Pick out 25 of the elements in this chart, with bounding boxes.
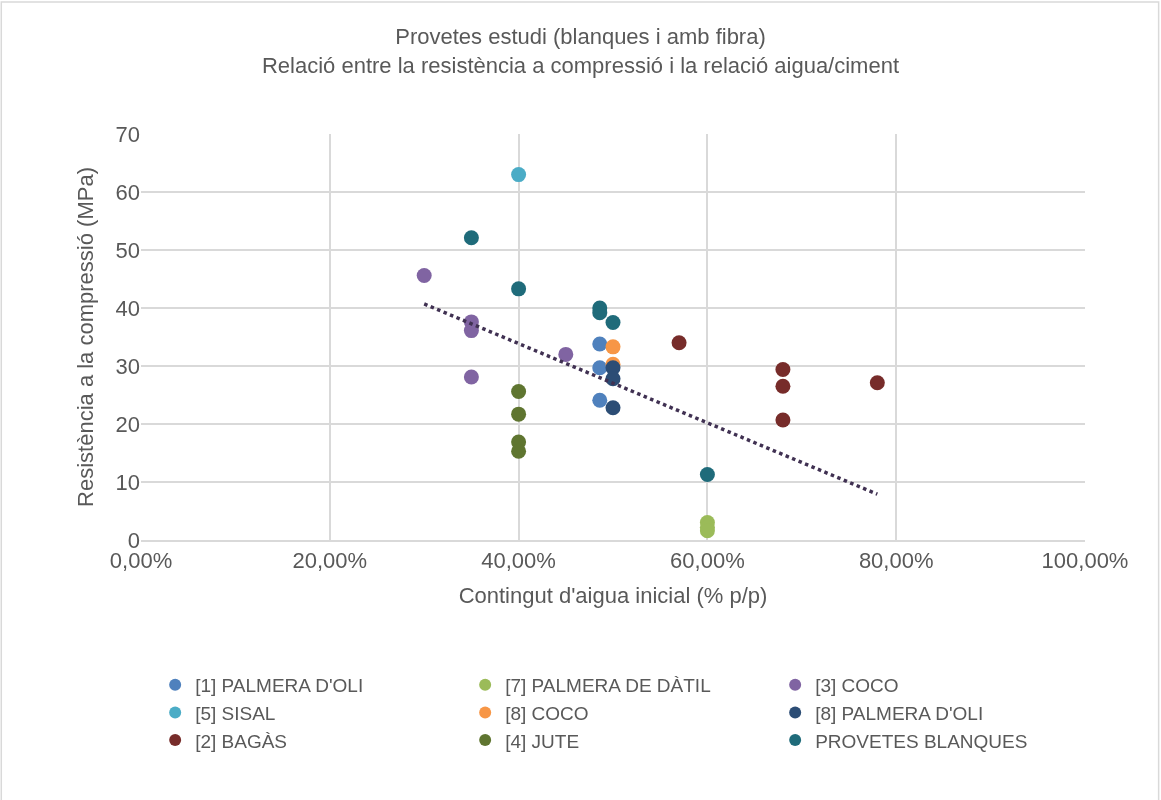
y-tick-label: 20 — [115, 411, 140, 437]
legend-label: [4] JUTE — [505, 730, 580, 752]
y-axis-title: Resistència a la compressió (MPa) — [73, 167, 99, 507]
legend-label: PROVETES BLANQUES — [815, 730, 1028, 752]
x-axis-title: Contingut d'aigua inicial (% p/p) — [458, 582, 768, 608]
y-tick-label: 60 — [115, 179, 140, 205]
chart-title: Provetes estudi (blanques i amb fibra) — [395, 24, 766, 49]
legend-label: [3] COCO — [815, 675, 899, 697]
x-tick-label: 100,00% — [1041, 548, 1129, 574]
x-tick-label: 60,00% — [670, 548, 745, 574]
chart-subtitle: Relació entre la resistència a compressió i la relació aigua/ciment — [261, 52, 900, 78]
legend-label: [2] BAGÀS — [195, 730, 288, 752]
y-tick-label: 50 — [115, 237, 140, 263]
y-tick-label: 10 — [115, 469, 140, 495]
y-tick-label: 70 — [115, 121, 140, 147]
x-tick-label: 80,00% — [858, 548, 934, 574]
x-tick-label: 20,00% — [292, 548, 368, 574]
y-tick-label: 30 — [115, 353, 140, 379]
legend-label: [1] PALMERA D'OLI — [195, 675, 364, 697]
x-tick-label: 40,00% — [481, 548, 556, 574]
y-tick-label: 40 — [115, 295, 140, 321]
legend-label: [5] SISAL — [195, 702, 276, 724]
legend-label: [8] COCO — [505, 702, 589, 724]
legend-label: [7] PALMERA DE DÀTIL — [505, 675, 711, 697]
legend-label: [8] PALMERA D'OLI — [815, 702, 984, 724]
